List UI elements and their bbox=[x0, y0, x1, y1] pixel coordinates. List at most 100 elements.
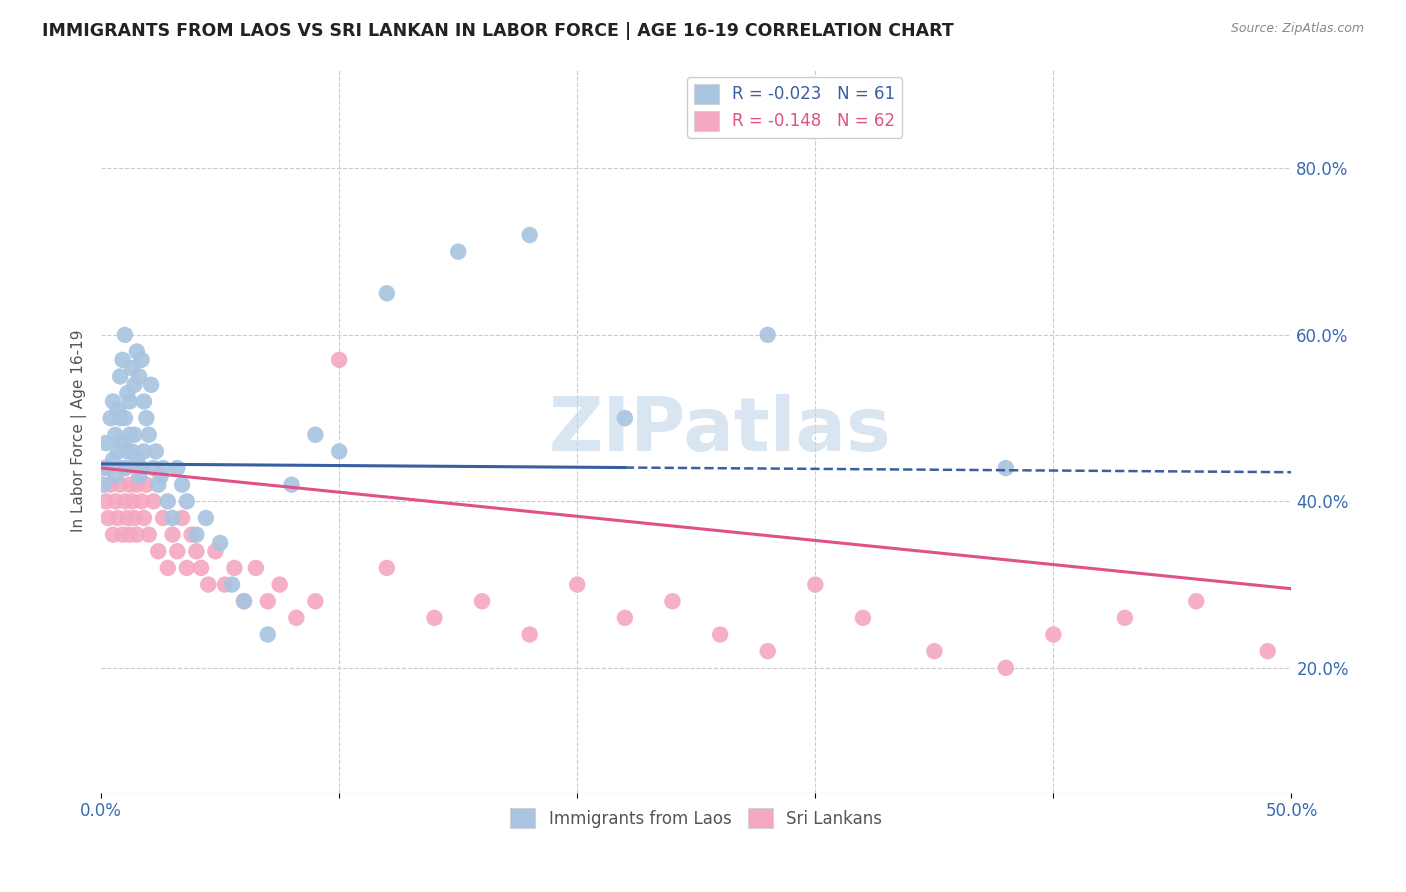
Point bbox=[423, 611, 446, 625]
Legend: Immigrants from Laos, Sri Lankans: Immigrants from Laos, Sri Lankans bbox=[503, 801, 889, 835]
Point bbox=[128, 461, 150, 475]
Point bbox=[1042, 627, 1064, 641]
Point bbox=[1114, 611, 1136, 625]
Point bbox=[132, 511, 155, 525]
Point bbox=[107, 444, 129, 458]
Point bbox=[125, 477, 148, 491]
Point bbox=[924, 644, 946, 658]
Point bbox=[1185, 594, 1208, 608]
Point bbox=[256, 627, 278, 641]
Point bbox=[209, 536, 232, 550]
Point bbox=[131, 461, 153, 475]
Point bbox=[118, 477, 141, 491]
Point bbox=[519, 627, 541, 641]
Point bbox=[804, 577, 827, 591]
Point bbox=[176, 494, 198, 508]
Point bbox=[121, 444, 143, 458]
Point bbox=[135, 411, 157, 425]
Point bbox=[124, 427, 146, 442]
Point bbox=[280, 477, 302, 491]
Point bbox=[135, 477, 157, 491]
Point bbox=[108, 411, 131, 425]
Point bbox=[256, 594, 278, 608]
Point bbox=[111, 527, 134, 541]
Point bbox=[328, 352, 350, 367]
Point bbox=[194, 511, 217, 525]
Point bbox=[104, 427, 127, 442]
Point bbox=[170, 511, 193, 525]
Point bbox=[142, 461, 165, 475]
Point bbox=[613, 611, 636, 625]
Point bbox=[114, 411, 136, 425]
Point bbox=[156, 561, 179, 575]
Point bbox=[204, 544, 226, 558]
Point bbox=[104, 469, 127, 483]
Point bbox=[221, 577, 243, 591]
Point bbox=[224, 561, 246, 575]
Point bbox=[328, 444, 350, 458]
Point bbox=[94, 436, 117, 450]
Point bbox=[166, 461, 188, 475]
Point bbox=[132, 444, 155, 458]
Point bbox=[166, 544, 188, 558]
Point bbox=[124, 377, 146, 392]
Point bbox=[111, 436, 134, 450]
Point bbox=[125, 452, 148, 467]
Point bbox=[138, 527, 160, 541]
Point bbox=[245, 561, 267, 575]
Point bbox=[471, 594, 494, 608]
Point bbox=[93, 477, 115, 491]
Text: IMMIGRANTS FROM LAOS VS SRI LANKAN IN LABOR FORCE | AGE 16-19 CORRELATION CHART: IMMIGRANTS FROM LAOS VS SRI LANKAN IN LA… bbox=[42, 22, 953, 40]
Point bbox=[519, 227, 541, 242]
Point bbox=[117, 511, 139, 525]
Point bbox=[111, 352, 134, 367]
Point bbox=[101, 527, 124, 541]
Point bbox=[142, 494, 165, 508]
Point bbox=[149, 469, 172, 483]
Point bbox=[162, 511, 184, 525]
Point bbox=[139, 377, 162, 392]
Point bbox=[114, 461, 136, 475]
Point bbox=[186, 527, 208, 541]
Point bbox=[375, 286, 398, 301]
Point bbox=[97, 511, 120, 525]
Point bbox=[1257, 644, 1279, 658]
Text: Source: ZipAtlas.com: Source: ZipAtlas.com bbox=[1230, 22, 1364, 36]
Point bbox=[176, 561, 198, 575]
Point bbox=[852, 611, 875, 625]
Point bbox=[94, 494, 117, 508]
Point bbox=[994, 461, 1017, 475]
Point bbox=[709, 627, 731, 641]
Y-axis label: In Labor Force | Age 16-19: In Labor Force | Age 16-19 bbox=[72, 329, 87, 532]
Point bbox=[121, 361, 143, 376]
Point bbox=[375, 561, 398, 575]
Point bbox=[145, 444, 167, 458]
Point bbox=[100, 411, 122, 425]
Point bbox=[156, 494, 179, 508]
Point bbox=[124, 511, 146, 525]
Point bbox=[128, 469, 150, 483]
Point bbox=[613, 411, 636, 425]
Point bbox=[132, 394, 155, 409]
Point bbox=[118, 394, 141, 409]
Point bbox=[100, 477, 122, 491]
Point bbox=[304, 594, 326, 608]
Point bbox=[994, 661, 1017, 675]
Point bbox=[285, 611, 308, 625]
Point bbox=[101, 452, 124, 467]
Point bbox=[214, 577, 236, 591]
Point bbox=[128, 369, 150, 384]
Point bbox=[233, 594, 256, 608]
Text: ZIPatlas: ZIPatlas bbox=[548, 394, 891, 467]
Point bbox=[125, 344, 148, 359]
Point bbox=[304, 427, 326, 442]
Point bbox=[756, 327, 779, 342]
Point bbox=[162, 527, 184, 541]
Point bbox=[190, 561, 212, 575]
Point bbox=[148, 544, 170, 558]
Point bbox=[114, 327, 136, 342]
Point bbox=[104, 494, 127, 508]
Point bbox=[131, 352, 153, 367]
Point bbox=[170, 477, 193, 491]
Point bbox=[148, 477, 170, 491]
